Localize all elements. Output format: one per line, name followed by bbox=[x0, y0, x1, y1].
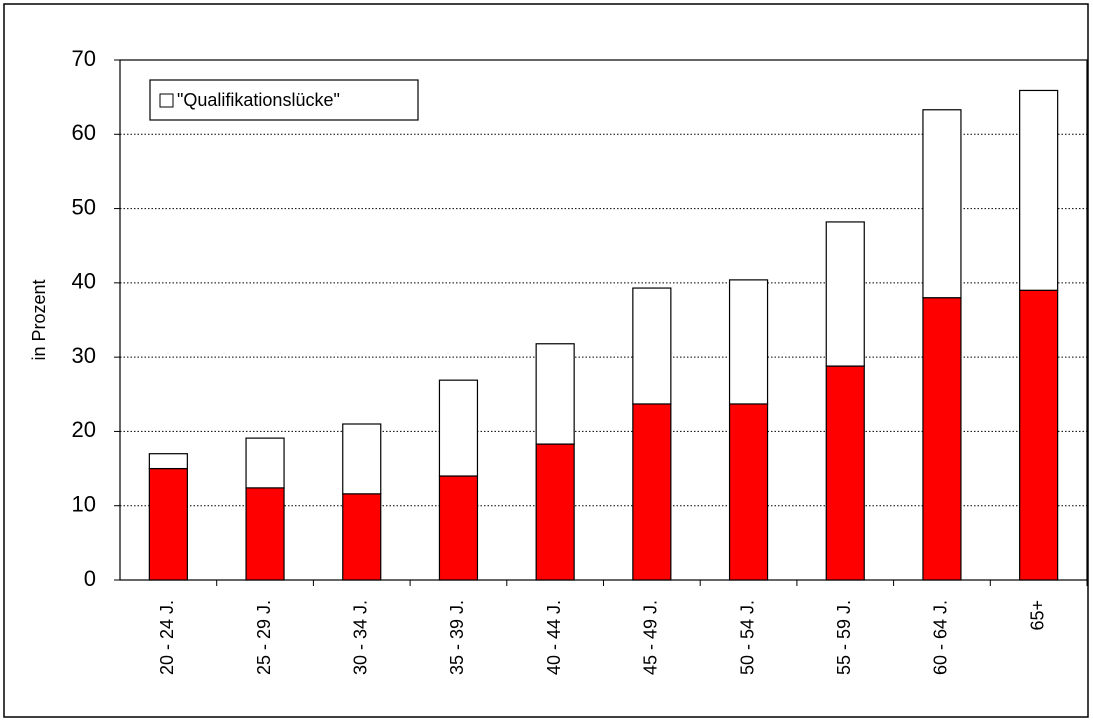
legend-label: "Qualifikationslücke" bbox=[177, 90, 340, 110]
x-tick-label: 65+ bbox=[1027, 600, 1047, 631]
x-tick-label: 55 - 59 J. bbox=[834, 600, 854, 675]
bar-segment bbox=[245, 487, 285, 581]
bar-segment bbox=[825, 365, 865, 581]
bar-segment bbox=[245, 437, 285, 489]
bar-segment bbox=[342, 423, 382, 495]
bar-segment bbox=[535, 343, 575, 445]
bar-segment bbox=[438, 379, 479, 477]
y-axis-label: in Prozent bbox=[29, 279, 49, 360]
bar-segment bbox=[342, 493, 382, 581]
bar-segment bbox=[148, 467, 188, 581]
bar-segment bbox=[922, 109, 962, 299]
y-tick-label: 20 bbox=[72, 417, 96, 442]
legend-box bbox=[149, 79, 419, 121]
bar-segment bbox=[1019, 289, 1059, 581]
bar-segment bbox=[728, 279, 769, 405]
bar-segment bbox=[922, 297, 962, 581]
bar-segment bbox=[148, 453, 188, 470]
x-tick-label: 60 - 64 J. bbox=[931, 600, 951, 675]
x-tick-label: 20 - 24 J. bbox=[157, 600, 177, 675]
y-tick-label: 60 bbox=[72, 120, 96, 145]
x-tick-label: 50 - 54 J. bbox=[737, 600, 757, 675]
y-tick-label: 10 bbox=[72, 492, 96, 517]
y-tick-label: 0 bbox=[84, 566, 96, 591]
y-tick-label: 70 bbox=[72, 46, 96, 71]
y-tick-label: 40 bbox=[72, 269, 96, 294]
x-tick-label: 25 - 29 J. bbox=[254, 600, 274, 675]
x-tick-label: 30 - 34 J. bbox=[351, 600, 371, 675]
bar-segment bbox=[632, 403, 672, 581]
y-tick-label: 50 bbox=[72, 194, 96, 219]
x-tick-label: 45 - 49 J. bbox=[641, 600, 661, 675]
x-tick-label: 35 - 39 J. bbox=[447, 600, 467, 675]
bar-segment bbox=[535, 443, 575, 581]
bar-segment bbox=[825, 221, 865, 367]
y-tick-label: 30 bbox=[72, 343, 96, 368]
bar-segment bbox=[728, 403, 769, 581]
legend-swatch bbox=[159, 93, 174, 108]
bar-segment bbox=[438, 475, 479, 581]
x-tick-label: 40 - 44 J. bbox=[544, 600, 564, 675]
bar-segment bbox=[1019, 89, 1059, 291]
bar-segment bbox=[632, 287, 672, 405]
